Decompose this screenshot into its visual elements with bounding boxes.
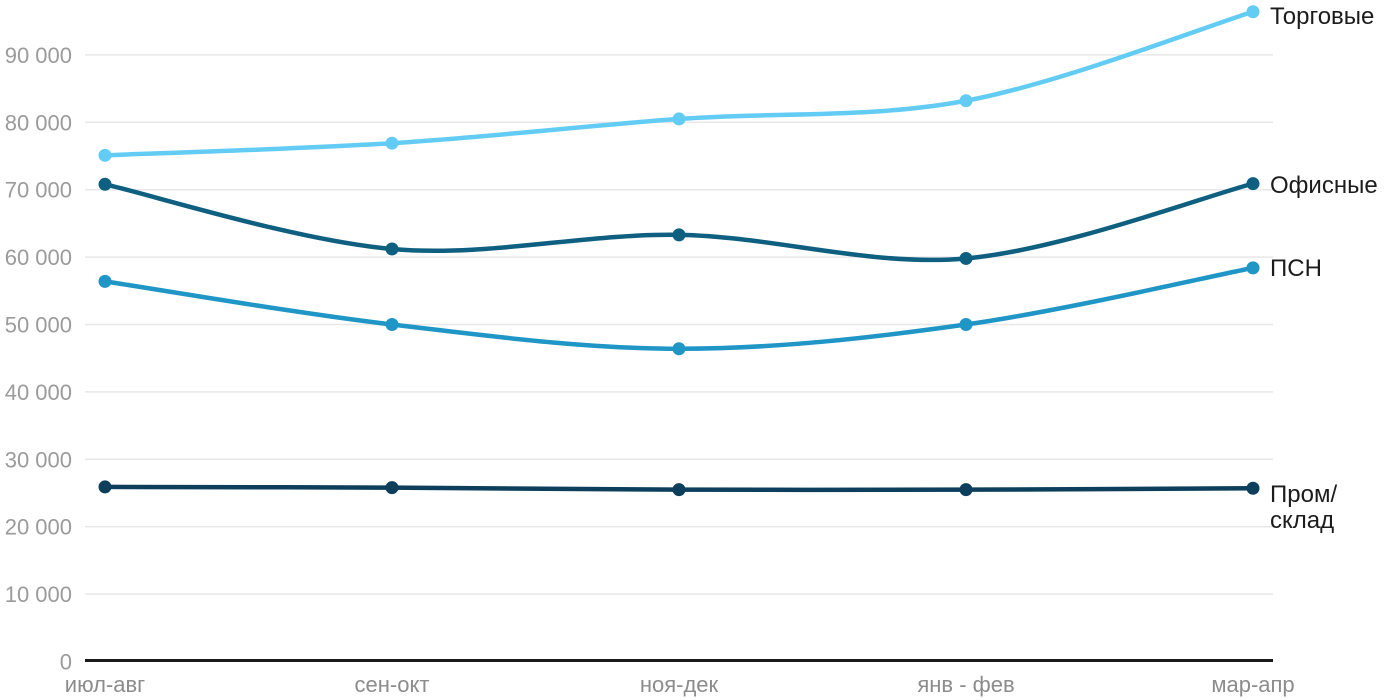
series-label-prom-sklad-line1: Пром/ [1270, 481, 1338, 508]
series-3-point-0 [98, 480, 112, 494]
series-2-point-1 [385, 318, 399, 331]
series-line-0 [102, 9, 1256, 158]
y-tick-label-30000: 30 000 [5, 447, 72, 472]
series-3-point-3 [959, 483, 973, 497]
series-2-point-2 [672, 342, 686, 356]
series-0-point-0 [98, 148, 112, 162]
series-label-psn: ПСН [1270, 255, 1322, 282]
x-tick-label-1: сен-окт [355, 672, 430, 697]
series-line-2 [102, 265, 1256, 352]
y-tick-label-90000: 90 000 [5, 43, 72, 68]
x-tick-label-3: янв - фев [917, 672, 1014, 697]
series-2-point-3 [959, 318, 973, 331]
series-0-point-4 [1246, 5, 1260, 19]
series-1-point-2 [672, 228, 686, 242]
y-tick-label-40000: 40 000 [5, 380, 72, 405]
series-3-point-2 [672, 483, 686, 497]
series-3-point-1 [385, 481, 399, 495]
x-tick-label-4: мар-апр [1211, 672, 1294, 697]
series-0-point-3 [959, 94, 973, 108]
x-tick-label-0: июл-авг [65, 672, 145, 697]
series-0-point-2 [672, 112, 686, 126]
series-2-point-0 [98, 274, 112, 288]
series-label-prom-sklad: Пром/ склад [1270, 482, 1337, 534]
series-1-point-4 [1246, 177, 1260, 191]
series-0-point-1 [385, 136, 399, 150]
series-label-torgovye: Торговые [1270, 3, 1375, 30]
y-tick-label-10000: 10 000 [5, 582, 72, 607]
x-tick-label-2: ноя-дек [640, 672, 719, 697]
y-tick-label-70000: 70 000 [5, 178, 72, 203]
y-tick-label-80000: 80 000 [5, 110, 72, 135]
series-1-point-0 [98, 177, 112, 191]
series-3-point-4 [1246, 481, 1260, 495]
series-label-ofisnye: Офисные [1270, 172, 1378, 199]
y-tick-label-20000: 20 000 [5, 515, 72, 540]
y-tick-label-60000: 60 000 [5, 245, 72, 270]
series-1-point-1 [385, 242, 399, 256]
series-line-1 [102, 181, 1256, 263]
y-tick-label-0: 0 [60, 650, 72, 675]
series-1-point-3 [959, 251, 973, 265]
series-2-point-4 [1246, 261, 1260, 275]
series-label-prom-sklad-line2: склад [1270, 507, 1335, 534]
y-tick-label-50000: 50 000 [5, 313, 72, 338]
